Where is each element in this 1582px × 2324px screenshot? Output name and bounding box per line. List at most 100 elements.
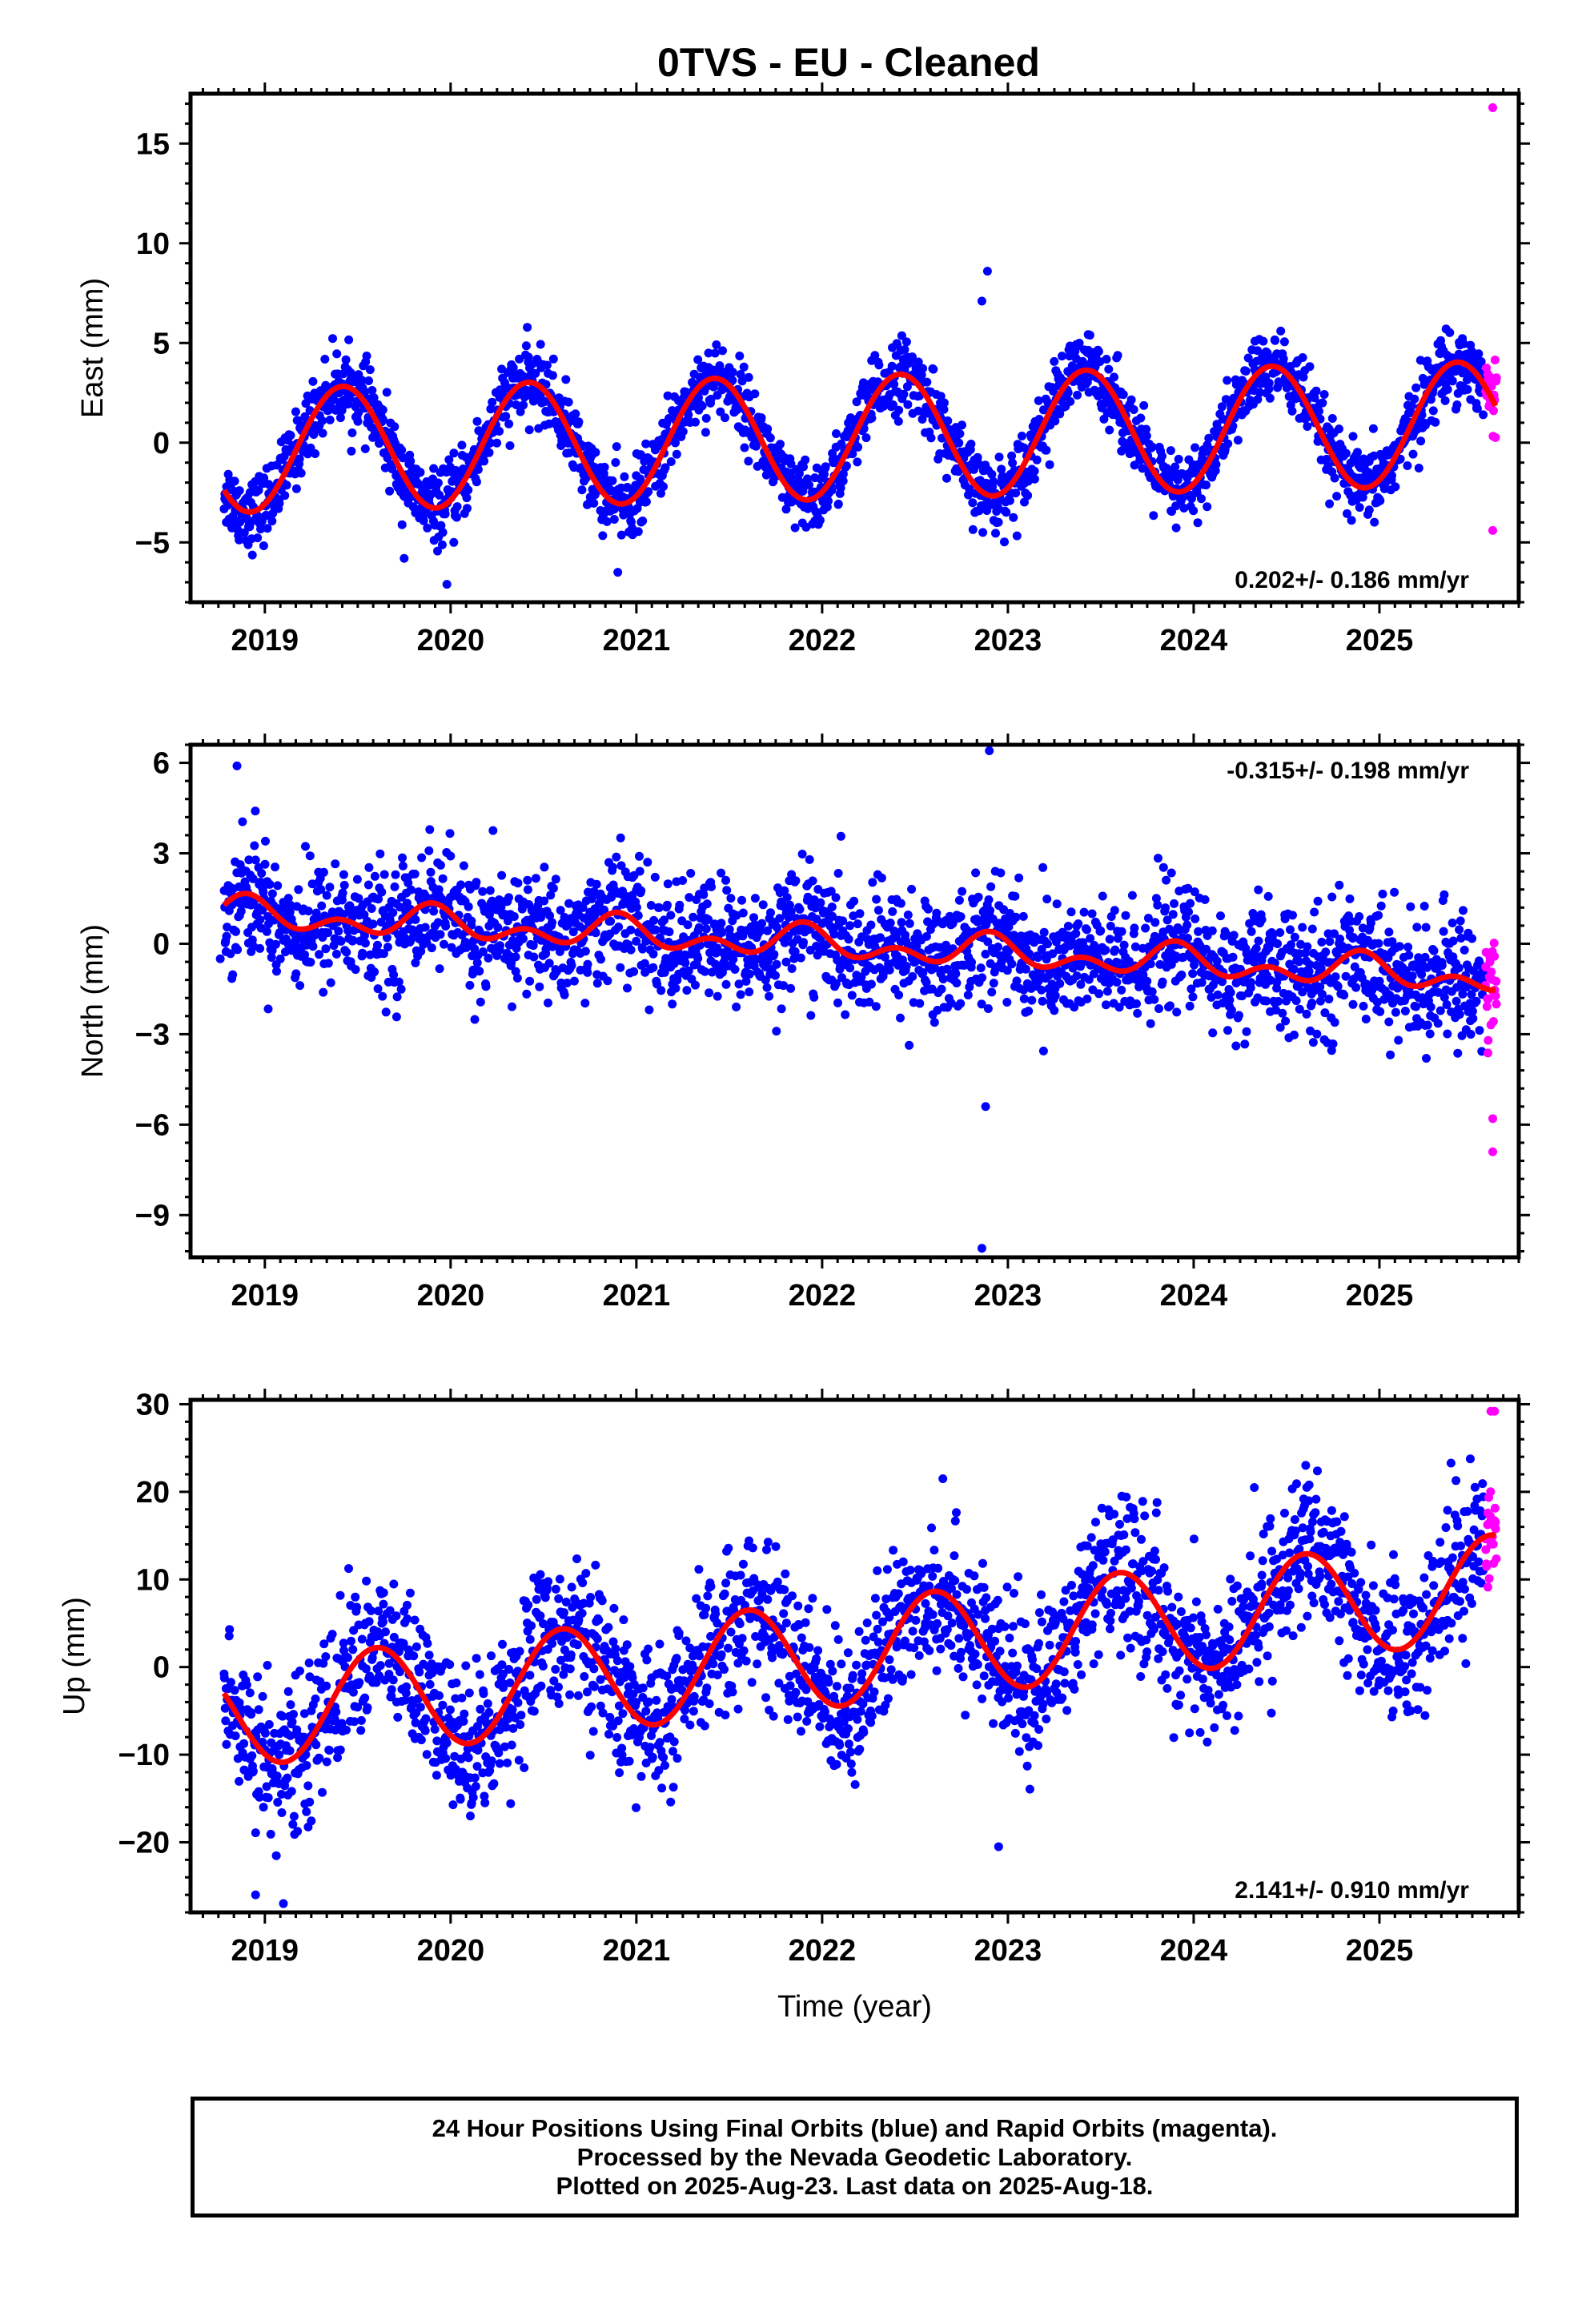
final-orbit-point [436,521,446,530]
final-orbit-point [529,952,539,962]
final-orbit-point [1242,1027,1251,1036]
final-orbit-point [1038,862,1048,872]
final-orbit-point [918,364,928,373]
final-orbit-point [1279,337,1289,347]
final-orbit-point [987,469,997,479]
final-orbit-point [763,424,773,434]
final-orbit-point [1327,414,1337,423]
final-orbit-point [801,455,810,464]
final-orbit-point [771,971,780,980]
final-orbit-point [923,904,933,914]
final-orbit-point [318,428,327,438]
final-orbit-point [1217,402,1227,412]
final-orbit-point [603,976,612,986]
rapid-orbit-point [1487,967,1496,977]
final-orbit-point [1390,887,1399,897]
final-orbit-point [465,980,475,990]
final-orbit-point [766,908,775,918]
final-orbit-point [449,448,459,458]
final-orbit-point [1265,393,1275,403]
final-orbit-point [574,417,584,427]
final-orbit-point [332,349,342,359]
final-orbit-point [1187,494,1196,504]
final-orbit-point [896,899,905,908]
final-orbit-point [1241,367,1251,376]
final-orbit-point [989,476,998,486]
final-orbit-point [799,462,808,472]
final-orbit-point [1130,923,1139,933]
final-orbit-point [1305,362,1315,372]
final-orbit-point [1315,406,1323,416]
final-orbit-point [974,892,983,902]
final-orbit-point [1204,433,1214,443]
final-orbit-point [701,428,710,437]
final-orbit-point [694,393,703,403]
final-orbit-point [1063,388,1073,397]
final-orbit-point [1138,464,1147,473]
final-orbit-point [762,983,772,992]
final-orbit-point [1254,885,1263,895]
final-orbit-point [847,991,857,1000]
final-orbit-point [456,880,466,890]
final-orbit-point [1045,460,1054,469]
final-orbit-point [1271,336,1280,345]
final-orbit-point [636,886,646,895]
final-orbit-point [1253,346,1263,356]
final-orbit-point [339,870,348,879]
final-orbit-point [540,862,549,872]
final-orbit-point [265,879,275,889]
final-orbit-point [908,352,917,362]
final-orbit-point [790,523,800,533]
final-orbit-point [1072,971,1082,980]
final-orbit-point [683,920,693,930]
final-orbit-point [427,943,436,953]
final-orbit-point [569,976,579,986]
final-orbit-point [365,365,375,375]
final-orbit-point [1322,454,1331,464]
final-orbit-point [1275,928,1285,937]
final-orbit-point [1400,1007,1410,1015]
final-orbit-point [1150,995,1159,1004]
final-orbit-point [1276,326,1286,336]
final-orbit-point [1251,943,1261,953]
final-orbit-point [635,866,644,876]
final-orbit-point [300,950,309,959]
final-orbit-point [1264,378,1274,388]
final-orbit-point [1225,995,1235,1005]
final-orbit-point [571,409,580,419]
final-orbit-point [643,858,652,867]
final-orbit-point [1147,987,1157,996]
final-orbit-point [827,485,837,495]
final-orbit-point [291,969,301,979]
final-orbit-point [1136,413,1146,423]
final-orbit-point [391,1012,401,1022]
x-tick-label: 2025 [1346,624,1414,657]
final-orbit-point [1191,914,1200,923]
final-orbit-point [391,870,400,879]
final-orbit-point [833,869,843,878]
final-orbit-point [308,376,318,386]
final-orbit-point [666,911,676,920]
final-orbit-point [841,1010,850,1019]
final-orbit-point [1351,983,1361,992]
final-orbit-point [301,399,311,408]
final-orbit-point [1378,889,1387,899]
final-orbit-point [250,841,259,850]
final-orbit-point [1096,926,1106,935]
final-orbit-point [1094,989,1104,999]
final-orbit-point [1307,999,1317,1007]
final-orbit-point [511,952,520,962]
final-orbit-point [1287,406,1297,416]
final-orbit-point [705,988,714,998]
final-orbit-point [1318,398,1327,408]
final-orbit-point [1071,929,1081,939]
final-orbit-point [1066,907,1076,917]
final-orbit-point [1335,880,1344,890]
final-orbit-point [1018,911,1028,921]
final-orbit-point [1364,505,1374,515]
final-orbit-point [258,906,267,915]
final-orbit-point [713,991,722,1001]
final-orbit-point [671,983,681,993]
rapid-orbit-point [1488,1017,1498,1026]
final-orbit-point [484,953,493,963]
